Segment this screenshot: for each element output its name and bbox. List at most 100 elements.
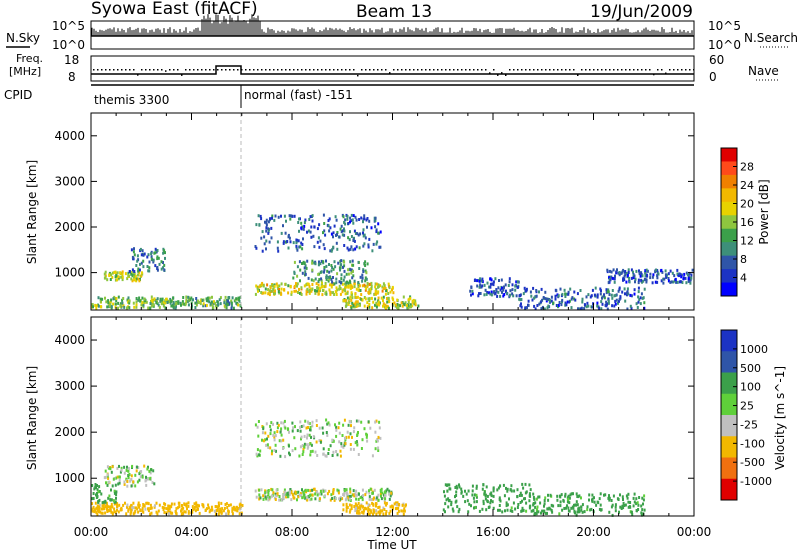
data-cell bbox=[164, 251, 166, 255]
data-cell bbox=[335, 434, 338, 438]
data-cell bbox=[187, 295, 190, 299]
data-cell bbox=[339, 287, 342, 290]
data-cell bbox=[300, 494, 303, 498]
data-cell bbox=[115, 274, 118, 277]
data-cell bbox=[490, 290, 493, 294]
data-cell bbox=[467, 510, 470, 514]
data-cell bbox=[381, 285, 384, 289]
data-cell bbox=[667, 272, 670, 276]
data-cell bbox=[278, 439, 281, 443]
data-cell bbox=[367, 509, 370, 513]
data-cell bbox=[229, 503, 232, 507]
data-cell bbox=[357, 511, 360, 515]
nave-dot bbox=[297, 69, 299, 71]
data-cell bbox=[626, 293, 628, 297]
data-cell bbox=[332, 488, 335, 491]
data-cell bbox=[572, 492, 574, 496]
data-cell bbox=[363, 427, 366, 431]
data-cell bbox=[374, 420, 377, 424]
data-cell bbox=[363, 304, 366, 308]
data-cell bbox=[114, 483, 117, 487]
data-cell bbox=[601, 296, 603, 300]
data-cell bbox=[351, 259, 354, 263]
data-cell bbox=[358, 288, 360, 292]
data-cell bbox=[375, 512, 378, 516]
data-cell bbox=[346, 506, 349, 509]
data-cell bbox=[155, 301, 158, 305]
data-cell bbox=[256, 425, 259, 429]
data-cell bbox=[580, 496, 582, 500]
data-cell bbox=[97, 500, 100, 504]
data-cell bbox=[345, 505, 348, 508]
data-cell bbox=[308, 433, 311, 437]
data-cell bbox=[308, 494, 311, 498]
data-cell bbox=[567, 497, 570, 501]
x-tick-label: 00:00 bbox=[677, 525, 712, 539]
data-cell bbox=[181, 300, 184, 304]
data-cell bbox=[262, 427, 265, 431]
data-cell bbox=[364, 236, 367, 240]
data-cell bbox=[283, 214, 286, 218]
data-cell bbox=[258, 453, 261, 457]
data-cell bbox=[373, 488, 376, 492]
data-cell bbox=[130, 484, 133, 488]
data-cell bbox=[669, 269, 672, 273]
data-cell bbox=[478, 292, 480, 296]
data-cell bbox=[117, 295, 120, 299]
data-cell bbox=[356, 493, 358, 497]
noise-spikes bbox=[91, 14, 693, 36]
data-cell bbox=[665, 275, 668, 279]
data-cell bbox=[342, 278, 345, 282]
data-cell bbox=[598, 306, 601, 310]
data-cell bbox=[509, 488, 512, 492]
data-cell bbox=[271, 284, 274, 288]
data-cell bbox=[288, 236, 291, 240]
data-cell bbox=[309, 489, 312, 493]
data-cell bbox=[364, 269, 367, 273]
data-cell bbox=[564, 301, 567, 305]
data-cell bbox=[352, 489, 355, 493]
data-cell bbox=[121, 275, 124, 279]
data-cell bbox=[621, 270, 624, 274]
colorbar-tick-label: -1000 bbox=[740, 475, 772, 488]
data-cell bbox=[599, 287, 602, 291]
data-cell bbox=[361, 510, 364, 514]
data-cell bbox=[350, 291, 353, 295]
data-cell bbox=[368, 288, 371, 292]
data-cell bbox=[288, 492, 291, 496]
data-cell bbox=[572, 506, 575, 510]
data-cell bbox=[329, 249, 332, 253]
data-cell bbox=[662, 277, 665, 281]
data-cell bbox=[368, 303, 371, 306]
data-cell bbox=[464, 489, 466, 493]
noise-right-label: N.Search bbox=[744, 31, 798, 45]
data-cell bbox=[172, 305, 175, 309]
data-cell bbox=[397, 506, 400, 510]
data-cell bbox=[278, 495, 281, 498]
data-cell bbox=[607, 299, 610, 303]
data-cell bbox=[499, 294, 502, 298]
data-cell bbox=[446, 489, 449, 493]
data-cell bbox=[670, 280, 673, 284]
data-cell bbox=[157, 509, 160, 513]
data-cell bbox=[349, 280, 352, 284]
nave-dot bbox=[605, 69, 607, 71]
data-cell bbox=[131, 255, 134, 259]
data-cell bbox=[280, 498, 283, 502]
data-cell bbox=[314, 291, 317, 295]
data-cell bbox=[347, 222, 350, 225]
data-cell bbox=[339, 227, 342, 231]
data-cell bbox=[604, 493, 607, 497]
data-cell bbox=[132, 301, 135, 305]
data-cell bbox=[192, 507, 195, 511]
data-cell bbox=[358, 267, 361, 270]
nave-dot bbox=[493, 69, 495, 71]
data-cell bbox=[187, 303, 190, 307]
data-cell bbox=[274, 291, 276, 295]
data-cell bbox=[98, 490, 101, 493]
data-cell bbox=[331, 438, 334, 442]
data-cell bbox=[115, 493, 118, 497]
data-cell bbox=[311, 449, 314, 453]
nave-dot bbox=[553, 69, 555, 71]
data-cell bbox=[341, 233, 344, 237]
